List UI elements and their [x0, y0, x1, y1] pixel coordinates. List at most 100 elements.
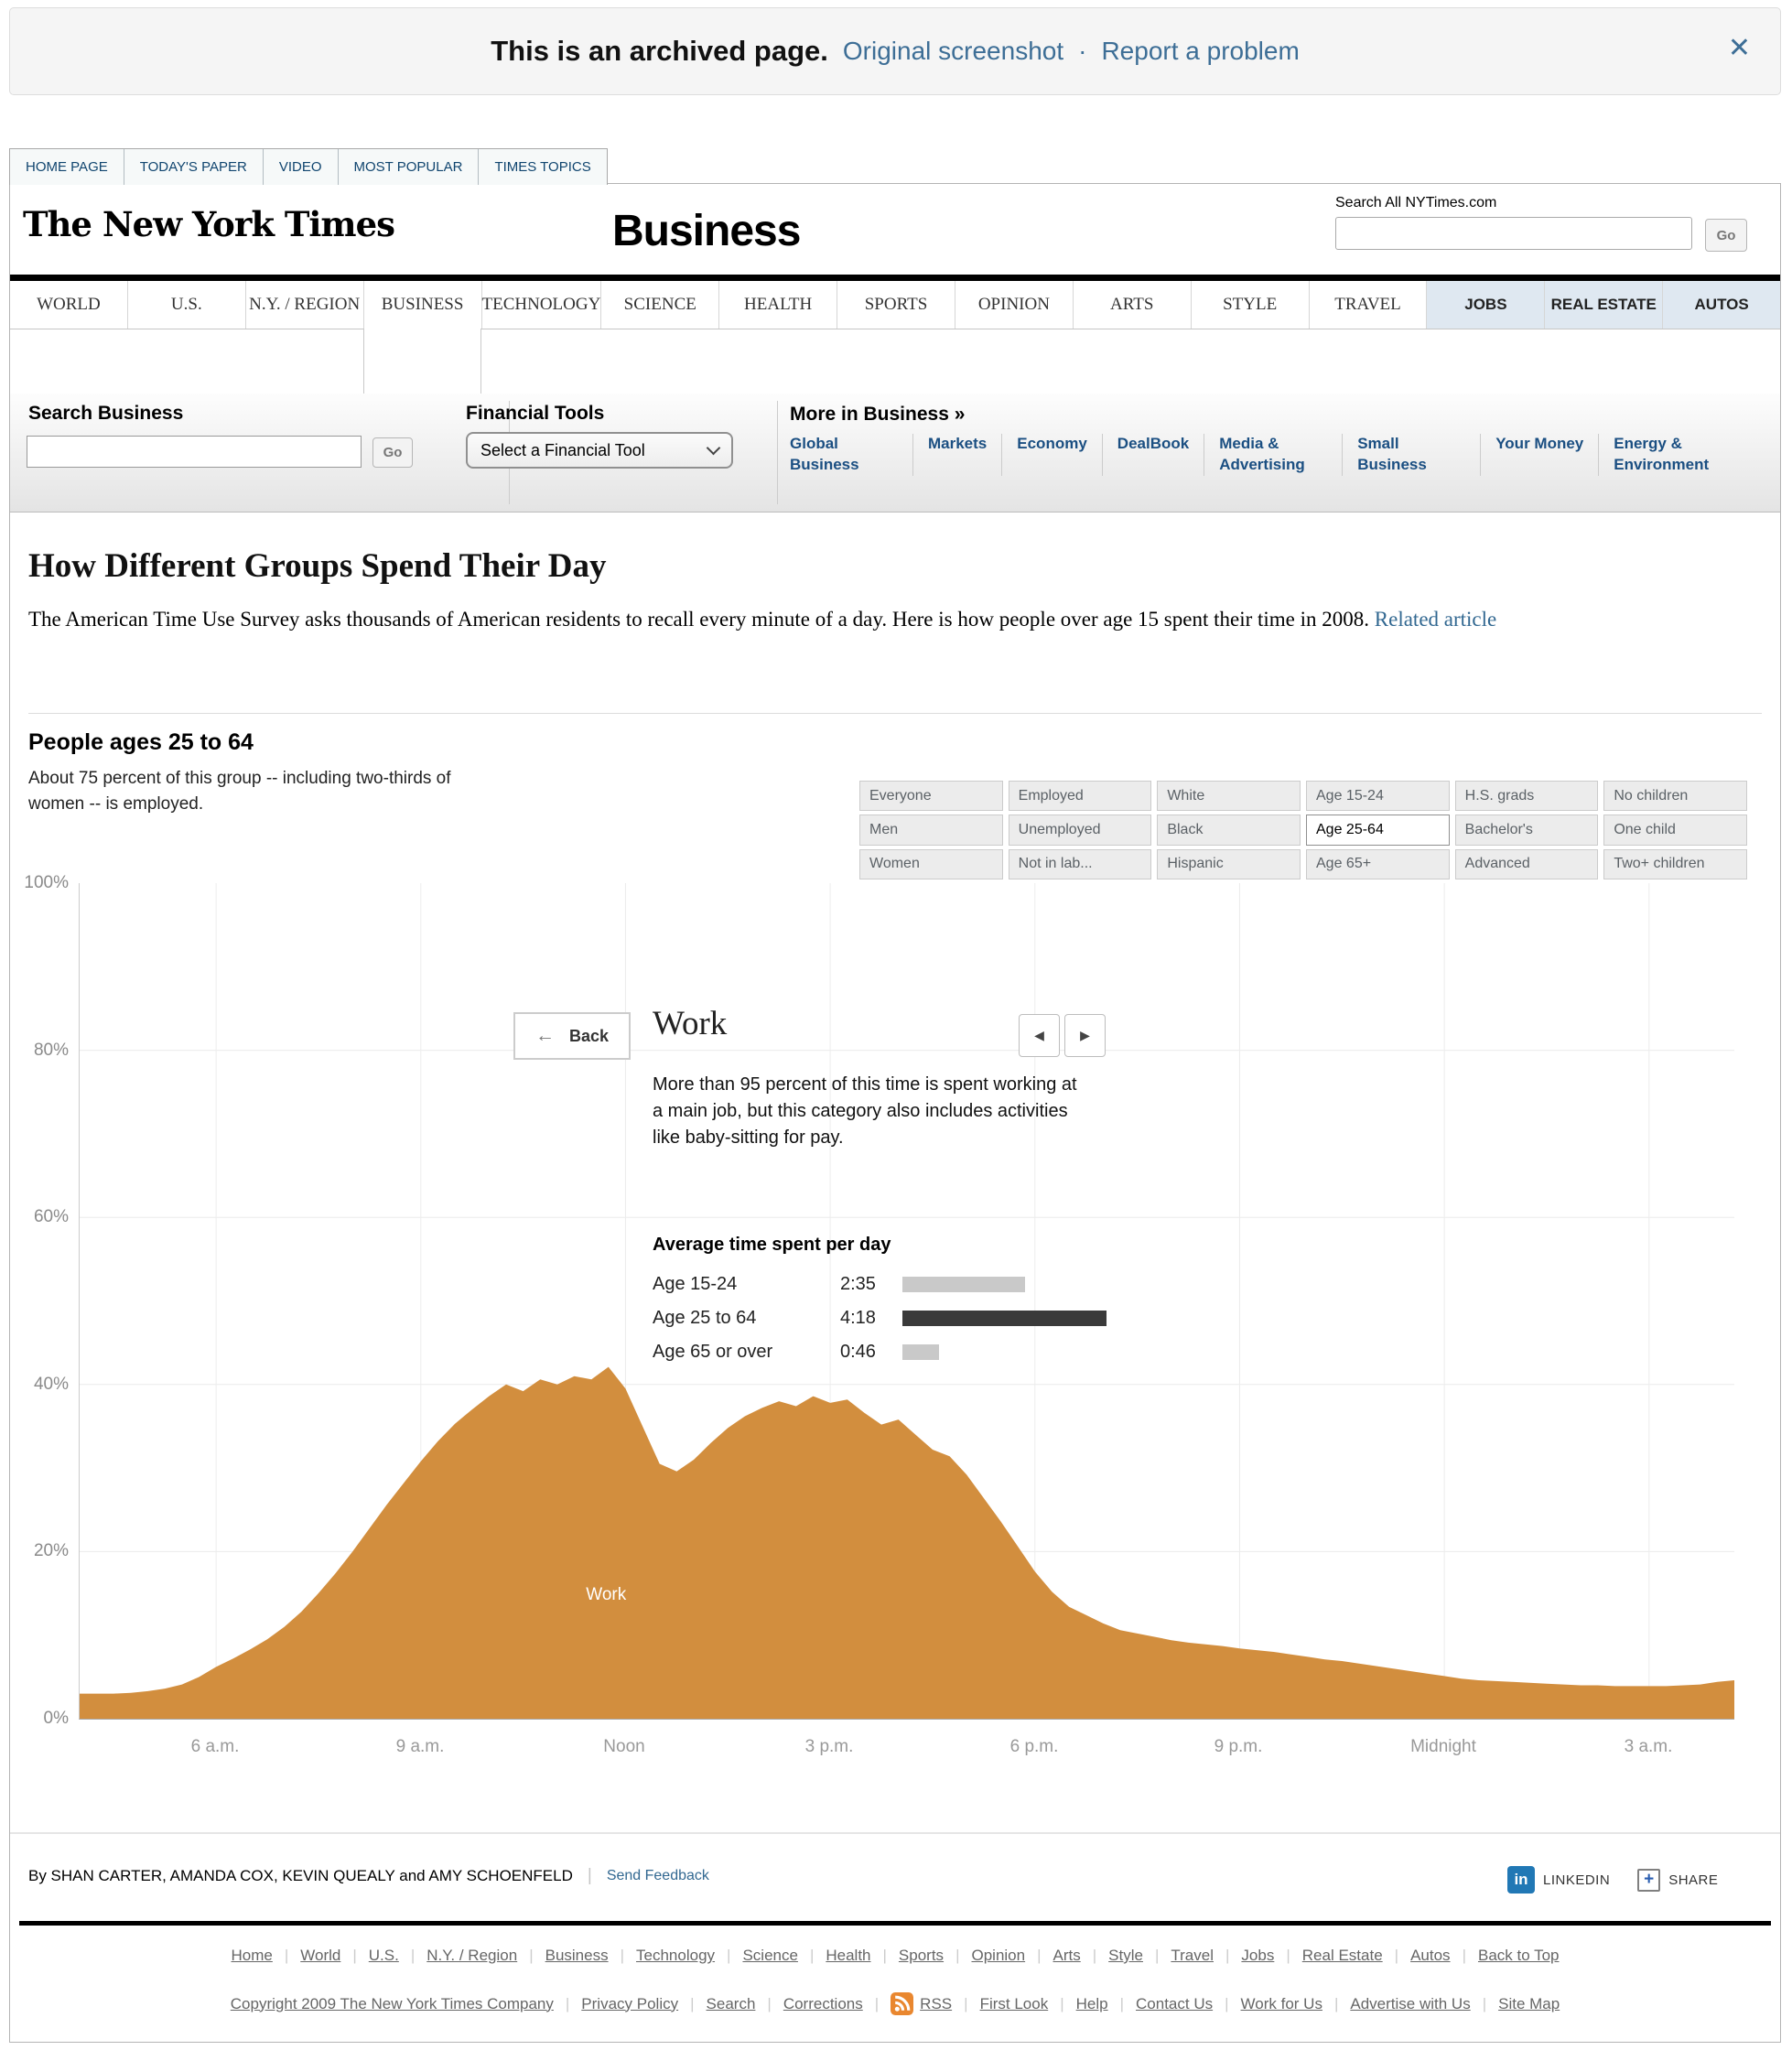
work-area-shape[interactable]	[80, 1366, 1734, 1719]
more-link-markets[interactable]: Markets	[912, 434, 1001, 476]
financial-tool-select[interactable]: Select a Financial Tool	[466, 432, 733, 469]
footer-link-arts[interactable]: Arts	[1053, 1947, 1081, 1964]
nav-item-opinion[interactable]: OPINION	[955, 281, 1074, 329]
footer-link-autos[interactable]: Autos	[1410, 1947, 1451, 1964]
footer-link-sports[interactable]: Sports	[898, 1947, 945, 1964]
footer-separator: |	[529, 1947, 534, 1964]
footer-link-corrections[interactable]: Corrections	[783, 1994, 863, 2012]
filter-advanced[interactable]: Advanced	[1454, 848, 1599, 879]
filter-everyone[interactable]: Everyone	[859, 781, 1003, 812]
linkedin-button[interactable]: in LINKEDIN	[1507, 1866, 1610, 1894]
nav-item-jobs[interactable]: JOBS	[1427, 281, 1546, 329]
share-button[interactable]: + SHARE	[1637, 1868, 1719, 1892]
filter-men[interactable]: Men	[859, 815, 1003, 846]
top-tab-video[interactable]: VIDEO	[264, 149, 339, 185]
filter-age-65[interactable]: Age 65+	[1306, 848, 1450, 879]
footer-link-first-look[interactable]: First Look	[979, 1994, 1049, 2012]
footer-link-advertise-with-us[interactable]: Advertise with Us	[1350, 1994, 1471, 2012]
filter-women[interactable]: Women	[859, 848, 1003, 879]
footer-link-copyright-2009-the-new-york-times-company[interactable]: Copyright 2009 The New York Times Compan…	[230, 1994, 554, 2012]
nyt-logo[interactable]: The New York Times	[23, 204, 395, 244]
share-label: SHARE	[1668, 1872, 1719, 1888]
original-screenshot-link[interactable]: Original screenshot	[842, 37, 1064, 65]
filter-h-s-grads[interactable]: H.S. grads	[1454, 781, 1599, 812]
nav-item-science[interactable]: SCIENCE	[601, 281, 720, 329]
top-tab-times-topics[interactable]: TIMES TOPICS	[494, 159, 591, 175]
search-all-go-button[interactable]: Go	[1705, 219, 1747, 252]
nav-item-travel[interactable]: TRAVEL	[1310, 281, 1428, 329]
footer-link-home[interactable]: Home	[231, 1947, 273, 1964]
nav-item-real-estate[interactable]: REAL ESTATE	[1545, 281, 1664, 329]
footer-link-back-to-top[interactable]: Back to Top	[1477, 1947, 1560, 1964]
more-link-economy[interactable]: Economy	[1001, 434, 1102, 476]
filter-hispanic[interactable]: Hispanic	[1157, 848, 1301, 879]
close-icon[interactable]: ✕	[1727, 33, 1751, 63]
footer-link-style[interactable]: Style	[1108, 1947, 1143, 1964]
more-link-media-advertising[interactable]: Media & Advertising	[1204, 434, 1342, 476]
more-link-small-business[interactable]: Small Business	[1342, 434, 1480, 476]
report-problem-link[interactable]: Report a problem	[1101, 37, 1300, 65]
footer-row-2: Copyright 2009 The New York Times Compan…	[10, 1992, 1780, 2015]
footer-separator: |	[727, 1947, 731, 1964]
footer-link-opinion[interactable]: Opinion	[971, 1947, 1026, 1964]
nav-item-u-s[interactable]: U.S.	[128, 281, 246, 329]
footer-link-world[interactable]: World	[300, 1947, 341, 1964]
footer-link-n-y-region[interactable]: N.Y. / Region	[426, 1947, 518, 1964]
filter-no-children[interactable]: No children	[1603, 781, 1747, 812]
nav-item-sports[interactable]: SPORTS	[837, 281, 955, 329]
back-button[interactable]: ← Back	[513, 1012, 631, 1060]
footer-link-technology[interactable]: Technology	[636, 1947, 716, 1964]
filter-not-in-lab[interactable]: Not in lab...	[1008, 848, 1152, 879]
nav-item-health[interactable]: HEALTH	[719, 281, 838, 329]
more-link-dealbook[interactable]: DealBook	[1101, 434, 1204, 476]
more-link-your-money[interactable]: Your Money	[1480, 434, 1598, 476]
more-link-global-business[interactable]: Global Business	[790, 435, 859, 473]
search-all-input[interactable]	[1335, 217, 1692, 250]
send-feedback-link[interactable]: Send Feedback	[606, 1868, 709, 1883]
filter-employed[interactable]: Employed	[1008, 781, 1152, 812]
footer-link-work-for-us[interactable]: Work for Us	[1240, 1994, 1322, 2012]
footer-link-search[interactable]: Search	[706, 1994, 756, 2012]
filter-bachelor-s[interactable]: Bachelor's	[1454, 815, 1599, 846]
filter-age-15-24[interactable]: Age 15-24	[1306, 781, 1450, 812]
footer-link-science[interactable]: Science	[742, 1947, 798, 1964]
filter-two-children[interactable]: Two+ children	[1603, 848, 1747, 879]
footer-link-health[interactable]: Health	[826, 1947, 871, 1964]
footer-link-business[interactable]: Business	[545, 1947, 609, 1964]
more-link-energy-environment[interactable]: Energy & Environment	[1598, 434, 1736, 476]
business-tab-extension	[363, 329, 481, 394]
footer-link-rss[interactable]: RSS	[920, 1994, 953, 2012]
footer-link-contact-us[interactable]: Contact Us	[1136, 1994, 1214, 2012]
nav-item-world[interactable]: WORLD	[10, 281, 128, 329]
top-tab-home-page[interactable]: HOME PAGE	[10, 149, 124, 185]
filter-one-child[interactable]: One child	[1603, 815, 1747, 846]
footer-separator: |	[1333, 1994, 1339, 2012]
next-activity-button[interactable]: ▶	[1064, 1014, 1106, 1057]
group-description: About 75 percent of this group -- includ…	[28, 769, 451, 814]
footer-link-site-map[interactable]: Site Map	[1498, 1994, 1560, 2012]
filter-age-25-64[interactable]: Age 25-64	[1306, 815, 1450, 846]
footer-link-privacy-policy[interactable]: Privacy Policy	[581, 1994, 679, 2012]
footer-link-real-estate[interactable]: Real Estate	[1301, 1947, 1383, 1964]
footer-link-help[interactable]: Help	[1075, 1994, 1108, 2012]
top-tab-most-popular[interactable]: MOST POPULAR	[339, 149, 480, 185]
search-business-input[interactable]	[27, 436, 362, 468]
nav-item-autos[interactable]: AUTOS	[1663, 281, 1781, 329]
nav-item-n-y-region[interactable]: N.Y. / REGION	[246, 281, 364, 329]
filter-unemployed[interactable]: Unemployed	[1008, 815, 1152, 846]
top-tab-today-s-paper[interactable]: TODAY'S PAPER	[124, 149, 264, 185]
filter-white[interactable]: White	[1157, 781, 1301, 812]
search-business-go-button[interactable]: Go	[372, 437, 413, 468]
nav-item-business[interactable]: BUSINESS	[364, 281, 482, 329]
footer-link-jobs[interactable]: Jobs	[1241, 1947, 1275, 1964]
nav-item-arts[interactable]: ARTS	[1074, 281, 1192, 329]
nav-item-style[interactable]: STYLE	[1192, 281, 1310, 329]
nav-item-technology[interactable]: TECHNOLOGY	[482, 281, 602, 329]
prev-activity-button[interactable]: ◀	[1019, 1014, 1060, 1057]
footer-row-1: Home | World | U.S. | N.Y. / Region | Business | T…	[10, 1947, 1780, 1965]
footer-link-travel[interactable]: Travel	[1171, 1947, 1214, 1964]
related-article-link[interactable]: Related article	[1374, 608, 1497, 631]
more-in-business-label: More in Business »	[790, 404, 966, 425]
filter-black[interactable]: Black	[1157, 815, 1301, 846]
footer-link-u-s[interactable]: U.S.	[368, 1947, 399, 1964]
